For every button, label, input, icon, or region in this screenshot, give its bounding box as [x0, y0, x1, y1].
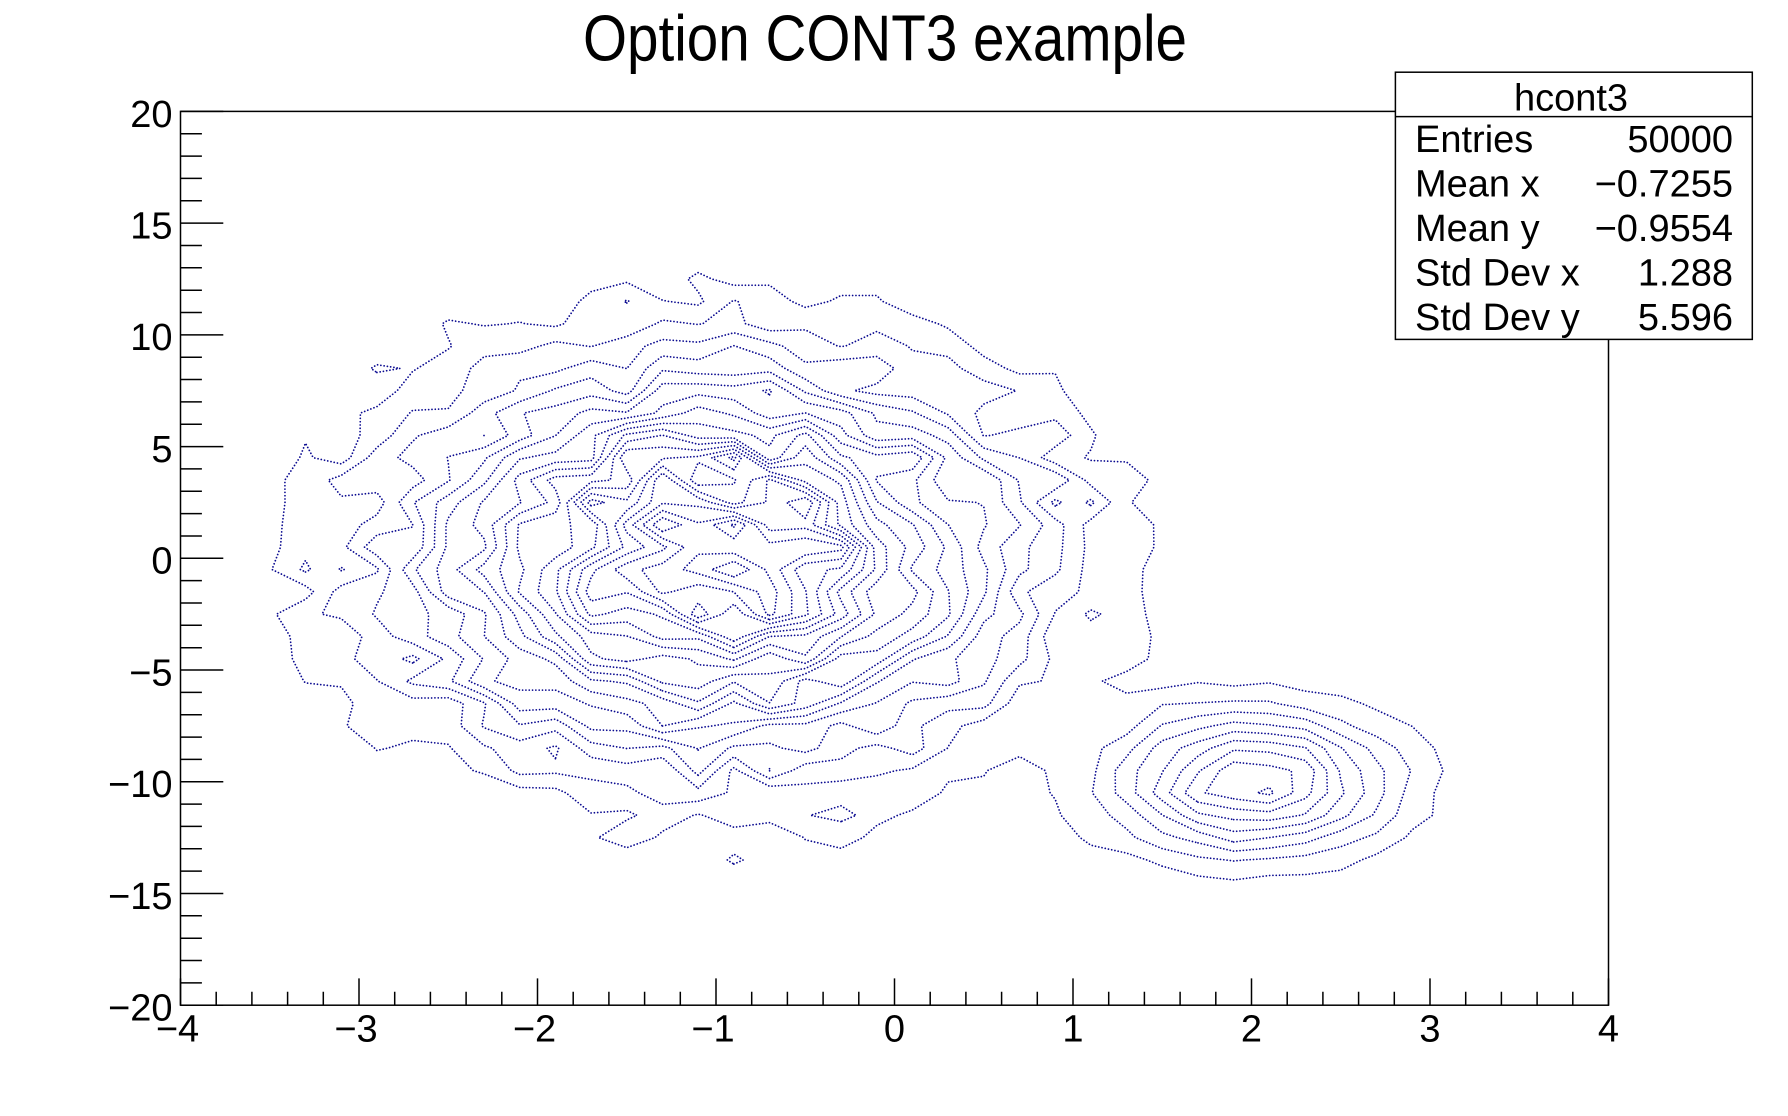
svg-text:Mean x: Mean x [1415, 164, 1540, 206]
svg-text:1: 1 [1062, 1009, 1083, 1051]
svg-text:−10: −10 [108, 764, 172, 806]
svg-text:−15: −15 [108, 876, 172, 918]
svg-text:50000: 50000 [1627, 119, 1733, 161]
svg-text:−0.7255: −0.7255 [1595, 164, 1733, 206]
svg-text:15: 15 [130, 206, 172, 248]
svg-text:Std Dev y: Std Dev y [1415, 297, 1580, 339]
svg-text:10: 10 [130, 317, 172, 359]
svg-text:Option CONT3 example: Option CONT3 example [583, 2, 1187, 75]
svg-text:0: 0 [151, 541, 172, 583]
svg-text:−0.9554: −0.9554 [1595, 208, 1733, 250]
svg-text:−5: −5 [129, 652, 172, 694]
svg-text:hcont3: hcont3 [1514, 78, 1628, 120]
svg-text:Mean y: Mean y [1415, 208, 1540, 250]
svg-text:2: 2 [1241, 1009, 1262, 1051]
svg-text:5.596: 5.596 [1638, 297, 1733, 339]
svg-text:−1: −1 [691, 1009, 734, 1051]
svg-text:−20: −20 [108, 988, 172, 1030]
svg-text:1.288: 1.288 [1638, 253, 1733, 295]
svg-text:−3: −3 [334, 1009, 377, 1051]
svg-text:0: 0 [884, 1009, 905, 1051]
svg-text:Std Dev x: Std Dev x [1415, 253, 1580, 295]
svg-text:−4: −4 [156, 1009, 199, 1051]
svg-text:3: 3 [1419, 1009, 1440, 1051]
svg-text:−2: −2 [513, 1009, 556, 1051]
svg-text:4: 4 [1598, 1009, 1619, 1051]
svg-text:20: 20 [130, 94, 172, 136]
svg-text:5: 5 [151, 429, 172, 471]
svg-text:Entries: Entries [1415, 119, 1533, 161]
